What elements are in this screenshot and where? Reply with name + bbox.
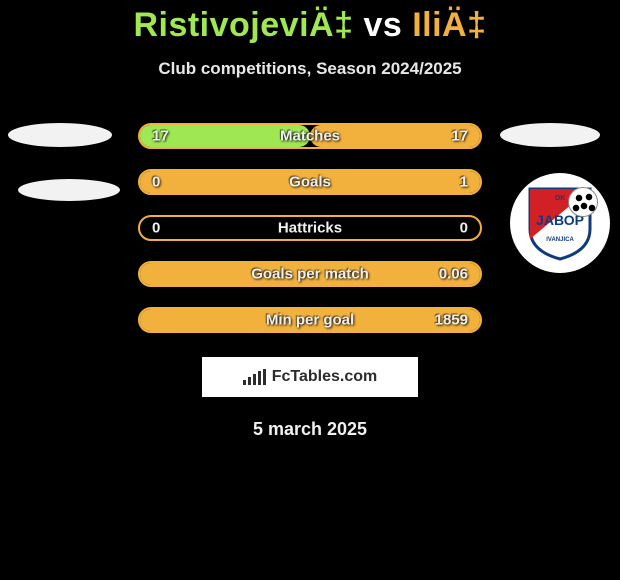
vs-separator: vs <box>363 6 402 44</box>
stat-value-left: 17 <box>152 128 169 145</box>
stat-bar: 0 0 Hattricks <box>138 215 482 241</box>
subtitle: Club competitions, Season 2024/2025 <box>0 59 620 79</box>
stat-value-right: 1 <box>460 174 468 191</box>
right-badge-placeholder <box>500 123 600 147</box>
player2-name: IliÄ‡ <box>412 6 486 44</box>
attribution-text: FcTables.com <box>272 368 378 386</box>
stat-bar: 1859 Min per goal <box>138 307 482 333</box>
club-logo: OK ЈАВОР IVANJICA <box>510 173 610 273</box>
stat-label: Goals per match <box>251 266 369 283</box>
date-label: 5 march 2025 <box>0 419 620 440</box>
comparison-card: RistivojeviÄ‡ vs IliÄ‡ Club competitions… <box>0 0 620 440</box>
logo-text-bottom: IVANJICA <box>546 237 574 243</box>
left-badge-placeholder-2 <box>18 179 120 201</box>
stat-bar: 17 17 Matches <box>138 123 482 149</box>
logo-text-top: OK <box>555 195 566 202</box>
bar-chart-icon <box>243 369 266 385</box>
stat-value-right: 17 <box>451 128 468 145</box>
page-title: RistivojeviÄ‡ vs IliÄ‡ <box>0 6 620 45</box>
stat-bar: 0.06 Goals per match <box>138 261 482 287</box>
stats-area: OK ЈАВОР IVANJICA 17 17 Matches 0 1 Goals 0 0 Ha… <box>0 123 620 333</box>
stat-label: Min per goal <box>266 312 354 329</box>
stat-bars: 17 17 Matches 0 1 Goals 0 0 Hattricks 0.06 Goals p… <box>138 123 482 333</box>
club-shield-icon: OK ЈАВОР IVANJICA <box>528 185 592 261</box>
stat-value-left: 0 <box>152 220 160 237</box>
player1-name: RistivojeviÄ‡ <box>133 6 353 44</box>
stat-label: Goals <box>289 174 331 191</box>
stat-bar: 0 1 Goals <box>138 169 482 195</box>
stat-value-left: 0 <box>152 174 160 191</box>
stat-label: Matches <box>280 128 340 145</box>
attribution-badge: FcTables.com <box>202 357 418 397</box>
soccer-ball-icon <box>568 187 598 217</box>
stat-value-right: 1859 <box>435 312 468 329</box>
stat-value-right: 0.06 <box>439 266 468 283</box>
stat-value-right: 0 <box>460 220 468 237</box>
stat-label: Hattricks <box>278 220 342 237</box>
left-badge-placeholder-1 <box>8 123 112 147</box>
